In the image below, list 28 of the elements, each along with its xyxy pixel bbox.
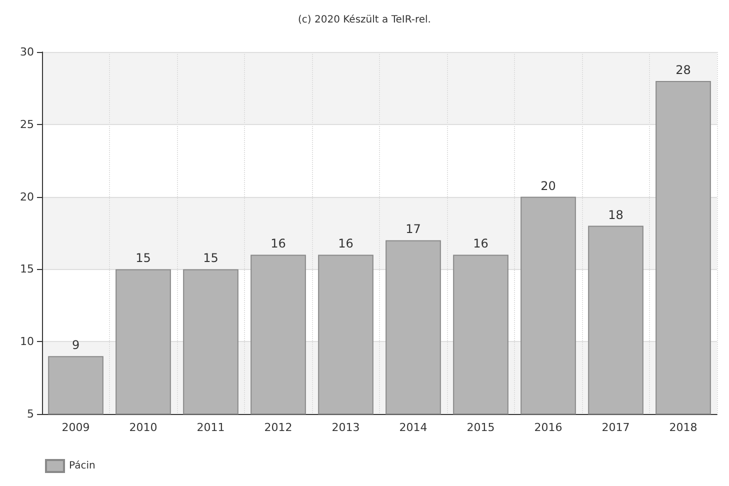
data-label: 17 [406,222,421,236]
y-tick-label: 15 [20,262,34,276]
data-label: 9 [72,338,80,352]
y-tick-label: 5 [27,408,34,420]
data-label: 18 [608,208,624,222]
x-tick-label: 2016 [534,421,562,434]
x-tick-label: 2017 [602,421,630,434]
y-tick-label: 10 [20,335,34,348]
x-tick-label: 2014 [399,421,428,434]
data-label: 16 [338,236,354,251]
legend-label: Pácin [69,460,96,472]
chart-title: (c) 2020 Készült a TeIR-rel. [298,14,431,26]
y-tick-label: 30 [20,46,34,58]
y-tick-label: 25 [20,118,34,131]
x-tick-label: 2011 [196,421,225,434]
x-tick-label: 2018 [669,421,698,434]
data-label: 28 [676,62,691,77]
data-label: 15 [136,251,151,266]
data-label: 16 [270,236,286,251]
x-tick-label: 2012 [264,421,292,434]
data-label: 16 [473,236,488,251]
x-tick-label: 2009 [62,421,90,434]
x-tick-label: 2015 [466,421,495,434]
data-label: 20 [540,178,556,193]
data-label: 15 [203,251,218,266]
x-tick-label: 2010 [129,421,158,434]
x-tick-label: 2013 [332,421,360,434]
y-tick-label: 20 [20,190,34,204]
